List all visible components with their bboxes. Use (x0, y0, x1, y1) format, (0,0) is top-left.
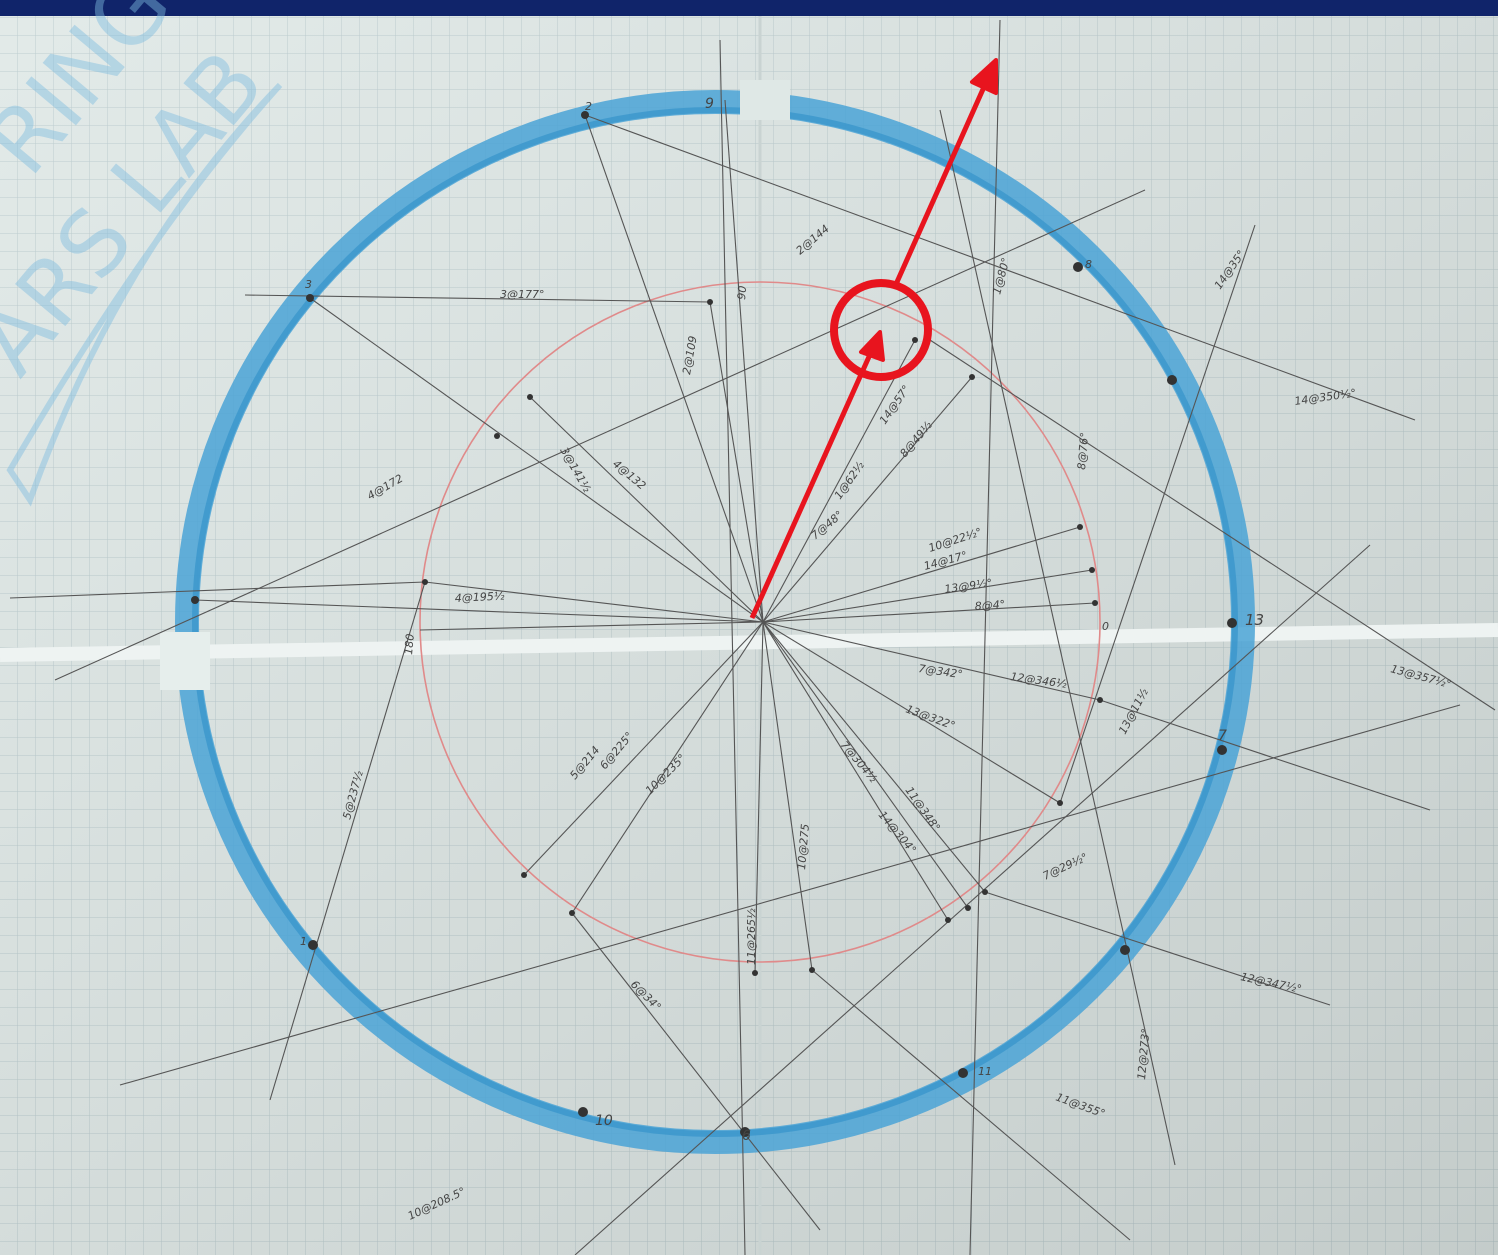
label: 1 (300, 935, 307, 948)
label: 12@273° (1135, 1028, 1152, 1080)
arrow-shaft (894, 76, 991, 284)
arrow-head (970, 58, 998, 95)
red-annotation (749, 58, 998, 620)
top-band (0, 0, 1498, 18)
label: 180 (402, 633, 417, 655)
label: 9 (705, 96, 714, 112)
label: 7@342° (918, 662, 964, 681)
ring-gap (740, 80, 790, 120)
swoosh (6, 82, 283, 507)
arrow-shaft (749, 348, 875, 620)
label: 0 (1102, 620, 1109, 633)
label: 8@4° (974, 598, 1005, 613)
label: 3@177° (500, 288, 545, 301)
construction-lines (9, 19, 1496, 1255)
points (191, 111, 1237, 1137)
label: 10 (595, 1113, 613, 1129)
ring-gap (160, 632, 210, 690)
label: 8 (1085, 258, 1092, 271)
label: 11@265½ (745, 908, 758, 965)
blue-ring (175, 90, 1255, 1154)
label: 6 (742, 1128, 751, 1144)
red-circle (419, 281, 1101, 963)
label: 10@275 (795, 823, 812, 870)
label: 90 (735, 285, 749, 300)
label: 2 (585, 100, 592, 113)
label: 8@76° (1075, 432, 1091, 470)
label: 11 (978, 1065, 992, 1078)
arrow-head (859, 330, 885, 362)
label: 13 (1245, 611, 1264, 629)
highlight-circle (830, 279, 932, 381)
label: 7 (1218, 728, 1227, 744)
label: 3 (305, 278, 312, 291)
label: 4@195½ (454, 589, 505, 605)
